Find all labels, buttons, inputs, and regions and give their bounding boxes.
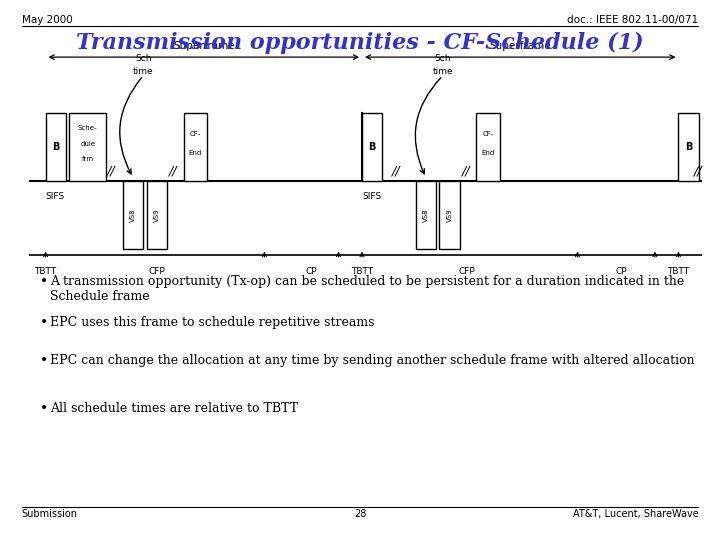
Text: //: // [169, 165, 178, 178]
Text: frm: frm [81, 156, 94, 162]
Text: End: End [482, 150, 495, 156]
Text: dule: dule [80, 140, 95, 147]
Text: EPC can change the allocation at any time by sending another schedule frame with: EPC can change the allocation at any tim… [50, 354, 695, 367]
Text: Submission: Submission [22, 509, 78, 519]
Text: VS9: VS9 [153, 208, 160, 221]
Bar [678, 113, 698, 181]
Text: Superframe: Superframe [490, 41, 551, 51]
Text: time: time [133, 66, 153, 76]
Text: CP: CP [306, 267, 318, 276]
Text: •: • [40, 402, 48, 416]
Text: SIFS: SIFS [362, 192, 381, 201]
Text: End: End [189, 150, 202, 156]
Bar [123, 181, 143, 249]
Text: Sch: Sch [135, 55, 151, 63]
Text: AT&T, Lucent, ShareWave: AT&T, Lucent, ShareWave [572, 509, 698, 519]
Bar [416, 181, 436, 249]
Text: CP: CP [616, 267, 627, 276]
Text: doc.: IEEE 802.11-00/071: doc.: IEEE 802.11-00/071 [567, 15, 698, 25]
Text: TBTT: TBTT [667, 267, 690, 276]
Text: TBTT: TBTT [351, 267, 373, 276]
Bar [439, 181, 459, 249]
Text: B: B [369, 142, 376, 152]
Text: 28: 28 [354, 509, 366, 519]
Text: •: • [40, 316, 48, 330]
Text: CFP: CFP [458, 267, 474, 276]
FancyArrowPatch shape [415, 78, 441, 174]
Text: EPC uses this frame to schedule repetitive streams: EPC uses this frame to schedule repetiti… [50, 316, 375, 329]
Text: B: B [685, 142, 692, 152]
Text: B: B [52, 142, 60, 152]
Text: •: • [40, 275, 48, 289]
Text: Superframe: Superframe [173, 41, 235, 51]
Text: TBTT: TBTT [35, 267, 57, 276]
Text: Transmission opportunities - CF-Schedule (1): Transmission opportunities - CF-Schedule… [76, 32, 644, 55]
FancyArrowPatch shape [120, 78, 141, 174]
Text: A transmission opportunity (Tx-op) can be scheduled to be persistent for a durat: A transmission opportunity (Tx-op) can b… [50, 275, 685, 303]
Text: //: // [694, 165, 703, 178]
Bar [45, 113, 66, 181]
Text: SIFS: SIFS [45, 192, 65, 201]
Text: CF-: CF- [190, 131, 201, 137]
Text: //: // [392, 165, 400, 178]
Text: Sche-: Sche- [78, 125, 97, 131]
Bar [69, 113, 107, 181]
Bar [147, 181, 167, 249]
Text: May 2000: May 2000 [22, 15, 72, 25]
Text: CF-: CF- [482, 131, 494, 137]
Bar [477, 113, 500, 181]
Text: VS9: VS9 [446, 208, 453, 221]
Bar [184, 113, 207, 181]
Text: VS8: VS8 [130, 208, 136, 221]
Text: Sch: Sch [435, 55, 451, 63]
Text: //: // [107, 165, 116, 178]
Text: •: • [40, 354, 48, 368]
Text: All schedule times are relative to TBTT: All schedule times are relative to TBTT [50, 402, 299, 415]
Text: VS8: VS8 [423, 208, 429, 221]
Text: CFP: CFP [148, 267, 165, 276]
Text: time: time [433, 66, 453, 76]
Bar [362, 113, 382, 181]
Text: //: // [462, 165, 471, 178]
